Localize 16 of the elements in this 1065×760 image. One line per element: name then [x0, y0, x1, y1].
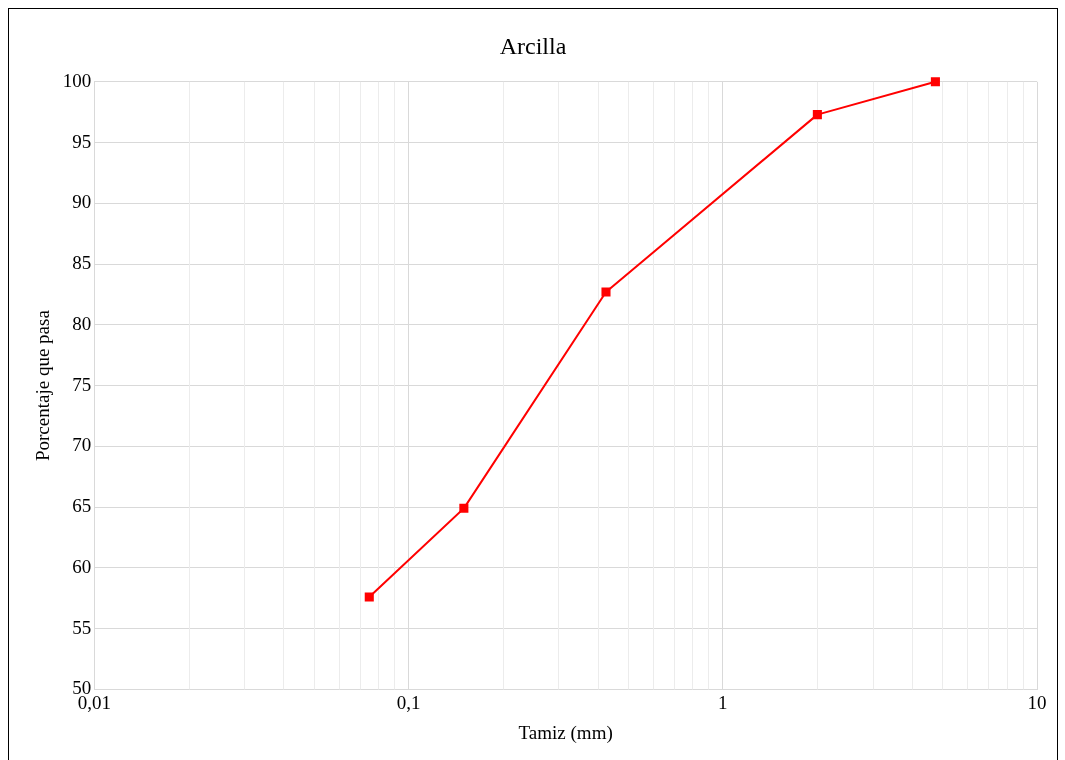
chart-title: Arcilla — [499, 32, 567, 59]
y-tick-label: 60 — [72, 555, 92, 577]
y-tick-label: 65 — [72, 495, 92, 517]
x-tick-label: 10 — [1027, 691, 1047, 713]
y-tick-label: 80 — [72, 312, 92, 334]
y-axis-title: Porcentaje que pasa — [32, 309, 54, 462]
y-tick-label: 90 — [72, 191, 92, 213]
y-tick-label: 95 — [72, 130, 92, 152]
y-tick-label: 100 — [62, 69, 92, 91]
y-tick-label: 85 — [72, 252, 92, 274]
x-tick-label: 1 — [718, 691, 728, 713]
y-tick-label: 70 — [72, 434, 92, 456]
x-tick-label: 0,1 — [396, 691, 421, 713]
y-tick-label: 55 — [72, 616, 92, 638]
x-axis-title: Tamiz (mm) — [518, 721, 613, 744]
y-tick-label: 75 — [72, 373, 92, 395]
